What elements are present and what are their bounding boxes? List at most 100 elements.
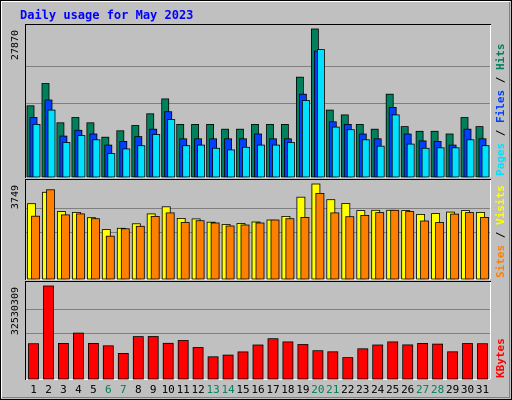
bar-sites-day-19 bbox=[300, 216, 310, 280]
bar-pages-day-31 bbox=[481, 145, 490, 178]
bar-pages-day-18 bbox=[286, 142, 295, 178]
x-label-day-1: 1 bbox=[30, 383, 37, 396]
bar-sites-day-22 bbox=[345, 216, 355, 280]
bar-pages-day-8 bbox=[137, 145, 146, 178]
bar-kbytes-day-26 bbox=[402, 344, 414, 380]
x-label-day-12: 12 bbox=[191, 383, 204, 396]
bar-sites-day-9 bbox=[150, 215, 160, 280]
x-label-day-29: 29 bbox=[446, 383, 459, 396]
bar-kbytes-day-3 bbox=[58, 342, 69, 380]
x-label-day-4: 4 bbox=[75, 383, 82, 396]
bar-kbytes-day-28 bbox=[432, 343, 444, 380]
bar-sites-day-25 bbox=[390, 209, 400, 280]
bar-pages-day-3 bbox=[62, 142, 71, 178]
legend-separator: / bbox=[494, 225, 507, 245]
bar-kbytes-day-23 bbox=[357, 348, 369, 380]
x-label-day-23: 23 bbox=[356, 383, 369, 396]
bar-pages-day-14 bbox=[227, 149, 236, 178]
bar-kbytes-day-31 bbox=[477, 343, 488, 380]
bar-sites-day-29 bbox=[450, 213, 460, 280]
legend-kbytes: KBytes bbox=[494, 338, 507, 378]
bar-pages-day-10 bbox=[167, 119, 176, 178]
x-label-day-9: 9 bbox=[150, 383, 157, 396]
bar-kbytes-day-14 bbox=[222, 354, 234, 380]
bar-sites-day-8 bbox=[135, 225, 145, 280]
bar-pages-day-9 bbox=[152, 134, 161, 178]
legend-files: Files bbox=[494, 90, 507, 123]
x-label-day-13: 13 bbox=[206, 383, 219, 396]
x-label-day-7: 7 bbox=[120, 383, 127, 396]
x-label-day-26: 26 bbox=[401, 383, 414, 396]
bar-kbytes-day-19 bbox=[297, 344, 309, 380]
bar-sites-day-18 bbox=[285, 218, 295, 280]
x-label-day-17: 17 bbox=[266, 383, 279, 396]
bar-pages-day-13 bbox=[212, 147, 221, 178]
x-label-day-2: 2 bbox=[45, 383, 52, 396]
bar-pages-day-29 bbox=[451, 147, 460, 178]
panel-visits-max-label: 3749 bbox=[10, 185, 21, 209]
bar-kbytes-day-1 bbox=[28, 343, 39, 380]
panel-kbytes: 32530309 bbox=[10, 281, 491, 380]
bar-sites-day-11 bbox=[180, 222, 190, 280]
x-label-day-8: 8 bbox=[135, 383, 142, 396]
x-label-day-5: 5 bbox=[90, 383, 97, 396]
x-label-day-19: 19 bbox=[296, 383, 309, 396]
x-label-day-3: 3 bbox=[60, 383, 67, 396]
bar-pages-day-22 bbox=[346, 129, 355, 178]
bar-kbytes-day-25 bbox=[387, 341, 399, 380]
bar-sites-day-3 bbox=[61, 214, 70, 280]
x-label-day-14: 14 bbox=[221, 383, 235, 396]
bar-kbytes-day-9 bbox=[147, 336, 159, 380]
bar-pages-day-5 bbox=[92, 139, 101, 178]
bar-kbytes-day-16 bbox=[252, 344, 264, 380]
legend-separator: / bbox=[494, 123, 507, 143]
bar-kbytes-day-22 bbox=[342, 357, 354, 380]
bar-pages-day-20 bbox=[316, 49, 325, 178]
bar-kbytes-day-20 bbox=[312, 350, 324, 380]
bar-sites-day-12 bbox=[195, 220, 205, 280]
bar-sites-day-2 bbox=[46, 189, 55, 280]
x-label-day-30: 30 bbox=[461, 383, 474, 396]
panel-visits-legend: Sites / Visits bbox=[494, 185, 507, 278]
panel-kbytes-legend: KBytes bbox=[494, 338, 507, 378]
bar-pages-day-16 bbox=[257, 144, 265, 178]
bar-sites-day-31 bbox=[480, 216, 489, 280]
x-label-day-22: 22 bbox=[341, 383, 354, 396]
bar-kbytes-day-12 bbox=[192, 347, 204, 380]
bar-sites-day-28 bbox=[435, 222, 445, 280]
bar-pages-day-1 bbox=[32, 124, 41, 178]
bar-pages-day-7 bbox=[122, 148, 131, 178]
x-label-day-6: 6 bbox=[105, 383, 112, 396]
bar-pages-day-17 bbox=[272, 144, 280, 178]
bar-kbytes-day-17 bbox=[267, 338, 279, 380]
bar-kbytes-day-8 bbox=[132, 336, 144, 380]
legend-pages: Pages bbox=[494, 143, 507, 176]
panel-requests-max-label: 27870 bbox=[10, 30, 21, 60]
bar-kbytes-day-18 bbox=[282, 341, 294, 380]
bar-kbytes-day-6 bbox=[102, 345, 114, 380]
chart-title: Daily usage for May 2023 bbox=[20, 8, 193, 22]
bar-sites-day-1 bbox=[31, 215, 40, 280]
bar-sites-day-27 bbox=[420, 220, 430, 280]
bar-pages-day-21 bbox=[331, 126, 340, 178]
bar-pages-day-25 bbox=[391, 114, 400, 178]
bar-pages-day-6 bbox=[107, 153, 116, 178]
bar-kbytes-day-10 bbox=[162, 342, 174, 380]
legend-hits: Hits bbox=[494, 44, 507, 71]
panel-requests-legend: Pages / Files / Hits bbox=[494, 44, 507, 177]
bar-sites-day-4 bbox=[76, 213, 85, 280]
bar-sites-day-24 bbox=[375, 212, 385, 280]
x-axis-labels: 1 2 3 4 5 6 7 8 9 10 11 12 13 14 15 16 17 18 19 20 21 22 23 24 2… bbox=[30, 383, 489, 396]
bar-sites-day-23 bbox=[360, 214, 370, 280]
x-label-day-10: 10 bbox=[162, 383, 175, 396]
bar-sites-day-26 bbox=[405, 211, 415, 280]
chart-panels: 27870 3749 32530309 bbox=[10, 24, 491, 380]
bar-sites-day-10 bbox=[165, 212, 175, 280]
bar-kbytes-day-4 bbox=[73, 332, 84, 380]
bar-sites-day-7 bbox=[120, 228, 130, 280]
bar-pages-day-4 bbox=[77, 135, 86, 178]
bar-pages-day-11 bbox=[182, 145, 191, 178]
x-label-day-31: 31 bbox=[476, 383, 489, 396]
bar-sites-day-6 bbox=[105, 235, 115, 280]
